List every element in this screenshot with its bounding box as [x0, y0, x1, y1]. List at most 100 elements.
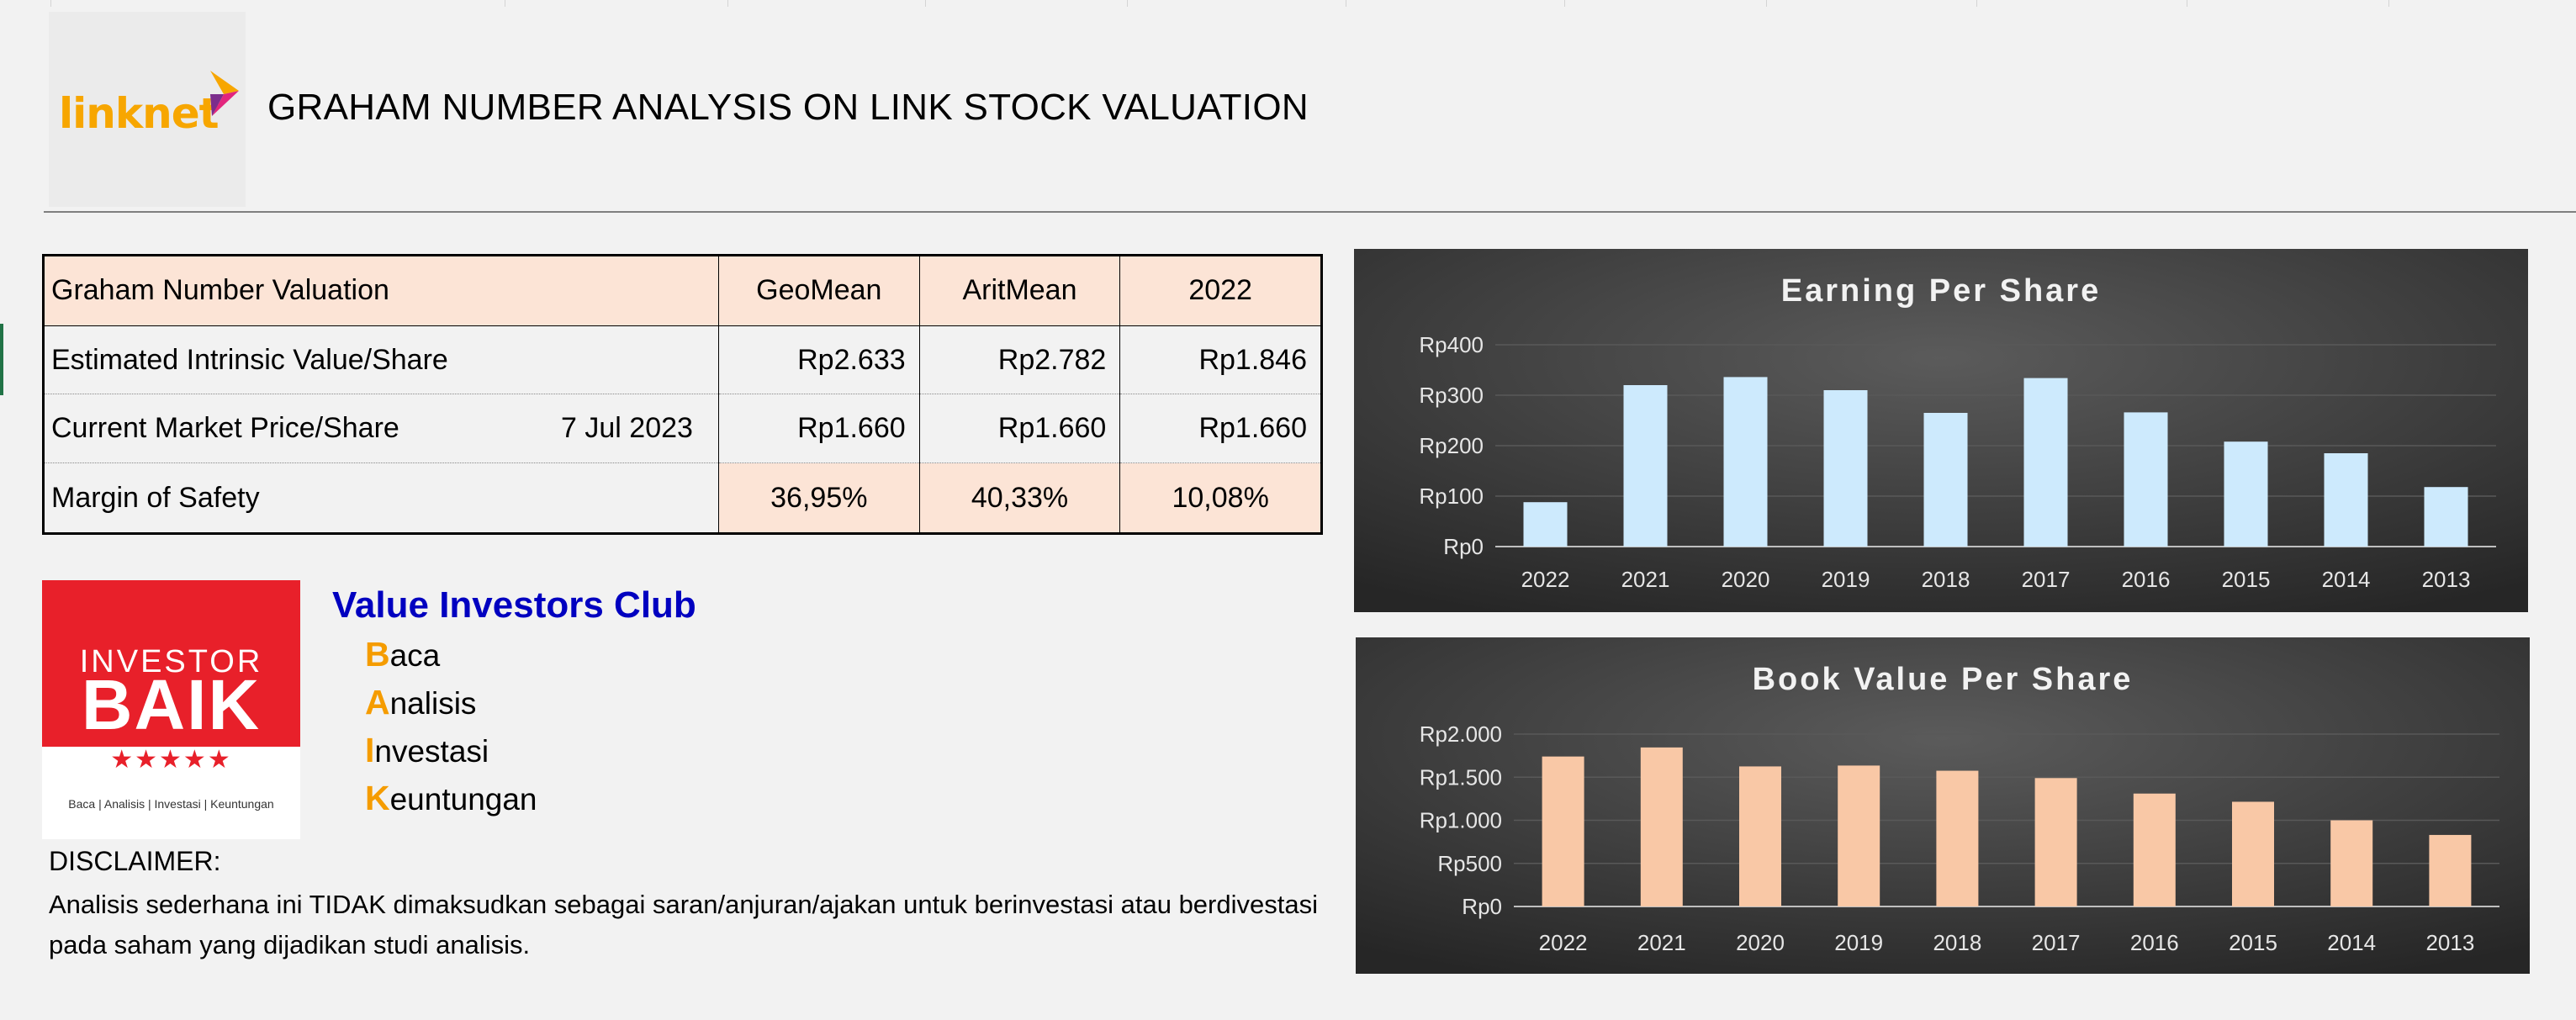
row-label-cell[interactable]: Current Market Price/Share 7 Jul 2023	[43, 394, 719, 464]
row-label-cell[interactable]: Estimated Intrinsic Value/Share	[43, 325, 719, 395]
club-item-rest: aca	[389, 638, 441, 673]
rating-stars-icon: ★★★★★	[110, 746, 232, 774]
eps-y-tick-label: Rp0	[1443, 534, 1484, 559]
bvps-chart-title: Book Value Per Share	[1753, 662, 2134, 697]
eps-bar-2020[interactable]	[1723, 377, 1768, 547]
bvps-x-tick-label: 2020	[1736, 930, 1785, 955]
eps-bar-2022[interactable]	[1523, 502, 1568, 547]
eps-chart-svg: Earning Per Share Rp0 Rp100 Rp200 Rp300 Rp400…	[1354, 249, 2528, 612]
eps-x-tick-label: 2014	[2322, 567, 2371, 592]
eps-chart-title: Earning Per Share	[1781, 273, 2101, 309]
table-row: Current Market Price/Share 7 Jul 2023 Rp1…	[43, 394, 1322, 464]
year-value-cell[interactable]: Rp1.846	[1119, 325, 1322, 395]
table-header-row: Graham Number Valuation GeoMean AritMean…	[43, 255, 1322, 326]
eps-bar-2018[interactable]	[1923, 413, 1968, 547]
bvps-x-tick-label: 2016	[2130, 930, 2179, 955]
eps-bar-2015[interactable]	[2224, 441, 2268, 547]
year-value-cell[interactable]: Rp1.660	[1119, 394, 1322, 464]
row-label-cell[interactable]: Margin of Safety	[44, 463, 719, 534]
table-row: Margin of Safety 36,95% 40,33% 10,08%	[44, 462, 1322, 534]
club-item-rest: nvestasi	[374, 734, 489, 769]
club-item: Investasi	[365, 731, 489, 770]
bvps-bar-2018[interactable]	[1936, 770, 1979, 906]
bvps-x-tick-label: 2022	[1539, 930, 1588, 955]
club-item-initial: K	[365, 779, 390, 817]
bvps-bar-2020[interactable]	[1739, 766, 1781, 906]
row-label: Margin of Safety	[51, 481, 260, 514]
bvps-x-tick-label: 2015	[2229, 930, 2277, 955]
eps-x-tick-label: 2019	[1822, 567, 1870, 592]
bvps-bar-2013[interactable]	[2429, 834, 2472, 906]
row-label: Current Market Price/Share	[51, 412, 399, 445]
header-geomean-cell[interactable]: GeoMean	[717, 255, 920, 326]
eps-bar-2021[interactable]	[1623, 385, 1668, 547]
eps-y-tick-label: Rp200	[1419, 433, 1484, 458]
bvps-chart-svg: Book Value Per Share Rp0 Rp500 Rp1.000 Rp1.5…	[1356, 637, 2530, 974]
header-year-cell[interactable]: 2022	[1119, 255, 1322, 326]
club-item-rest: euntungan	[389, 782, 537, 817]
aritmean-safety-cell[interactable]: 40,33%	[918, 462, 1120, 534]
eps-bar-2019[interactable]	[1823, 390, 1868, 547]
bvps-x-tick-label: 2017	[2032, 930, 2081, 955]
eps-x-tick-label: 2016	[2122, 567, 2171, 592]
bvps-bar-2021[interactable]	[1640, 747, 1683, 906]
bvps-y-tick-label: Rp0	[1462, 894, 1502, 919]
row-selection-marker	[0, 324, 3, 395]
logo-red-band	[42, 580, 300, 747]
eps-x-tick-label: 2017	[2022, 567, 2071, 592]
eps-x-tick-label: 2015	[2222, 567, 2271, 592]
eps-bar-2016[interactable]	[2124, 412, 2168, 547]
bvps-bar-2016[interactable]	[2133, 793, 2176, 906]
bvps-x-tick-label: 2018	[1933, 930, 1981, 955]
club-item: Keuntungan	[365, 779, 537, 818]
club-item: Baca	[365, 635, 440, 674]
eps-y-tick-label: Rp400	[1419, 332, 1484, 357]
bvps-bar-2019[interactable]	[1838, 765, 1880, 906]
eps-chart[interactable]: Earning Per Share Rp0 Rp100 Rp200 Rp300 Rp400…	[1354, 249, 2528, 612]
club-item-initial: B	[365, 635, 390, 674]
eps-bar-2013[interactable]	[2424, 487, 2468, 547]
eps-bar-2017[interactable]	[2023, 378, 2068, 547]
graham-valuation-table: Graham Number Valuation GeoMean AritMean…	[42, 254, 1323, 535]
eps-x-tick-label: 2018	[1922, 567, 1970, 592]
disclaimer-title: DISCLAIMER:	[49, 846, 221, 876]
aritmean-value-cell[interactable]: Rp1.660	[918, 394, 1120, 464]
club-title: Value Investors Club	[332, 584, 696, 626]
linknet-logo-text: linknet	[59, 89, 220, 138]
page-title: GRAHAM NUMBER ANALYSIS ON LINK STOCK VAL…	[267, 87, 1309, 128]
bvps-chart[interactable]: Book Value Per Share Rp0 Rp500 Rp1.000 Rp1.5…	[1356, 637, 2530, 974]
logo-word-baik: BAIK	[81, 665, 262, 744]
eps-bar-2014[interactable]	[2324, 453, 2368, 547]
eps-x-tick-label: 2021	[1621, 567, 1670, 592]
header-divider	[44, 211, 2576, 213]
eps-x-tick-label: 2020	[1722, 567, 1770, 592]
header-label-cell[interactable]: Graham Number Valuation	[43, 255, 719, 326]
logo-word-investor: INVESTOR	[79, 644, 263, 679]
bvps-x-tick-label: 2021	[1637, 930, 1686, 955]
row-label: Estimated Intrinsic Value/Share	[51, 343, 448, 376]
year-safety-cell[interactable]: 10,08%	[1119, 462, 1322, 534]
club-item-rest: nalisis	[389, 686, 477, 721]
bvps-bar-2014[interactable]	[2330, 820, 2373, 907]
bvps-y-tick-label: Rp2.000	[1420, 721, 1502, 747]
table-row: Estimated Intrinsic Value/Share Rp2.633 …	[43, 325, 1322, 395]
row-date: 7 Jul 2023	[561, 412, 693, 445]
bvps-y-tick-label: Rp500	[1437, 851, 1502, 876]
bvps-x-tick-label: 2019	[1834, 930, 1883, 955]
bvps-bar-2017[interactable]	[2034, 778, 2077, 906]
geomean-value-cell[interactable]: Rp2.633	[717, 325, 920, 395]
bvps-x-tick-label: 2014	[2327, 930, 2376, 955]
header-aritmean-cell[interactable]: AritMean	[918, 255, 1120, 326]
geomean-safety-cell[interactable]: 36,95%	[717, 462, 920, 534]
bvps-y-tick-label: Rp1.500	[1420, 764, 1502, 790]
eps-x-tick-label: 2022	[1521, 567, 1570, 592]
bvps-bar-2015[interactable]	[2232, 801, 2274, 906]
aritmean-value-cell[interactable]: Rp2.782	[918, 325, 1120, 395]
eps-y-tick-label: Rp100	[1419, 484, 1484, 509]
bvps-y-tick-label: Rp1.000	[1420, 808, 1502, 833]
eps-x-tick-label: 2013	[2422, 567, 2471, 592]
geomean-value-cell[interactable]: Rp1.660	[717, 394, 920, 464]
bvps-bar-2022[interactable]	[1542, 756, 1584, 906]
club-item-initial: I	[365, 731, 375, 769]
investor-baik-logo: INVESTOR BAIK ★★★★★ Baca | Analisis | In…	[42, 580, 300, 839]
